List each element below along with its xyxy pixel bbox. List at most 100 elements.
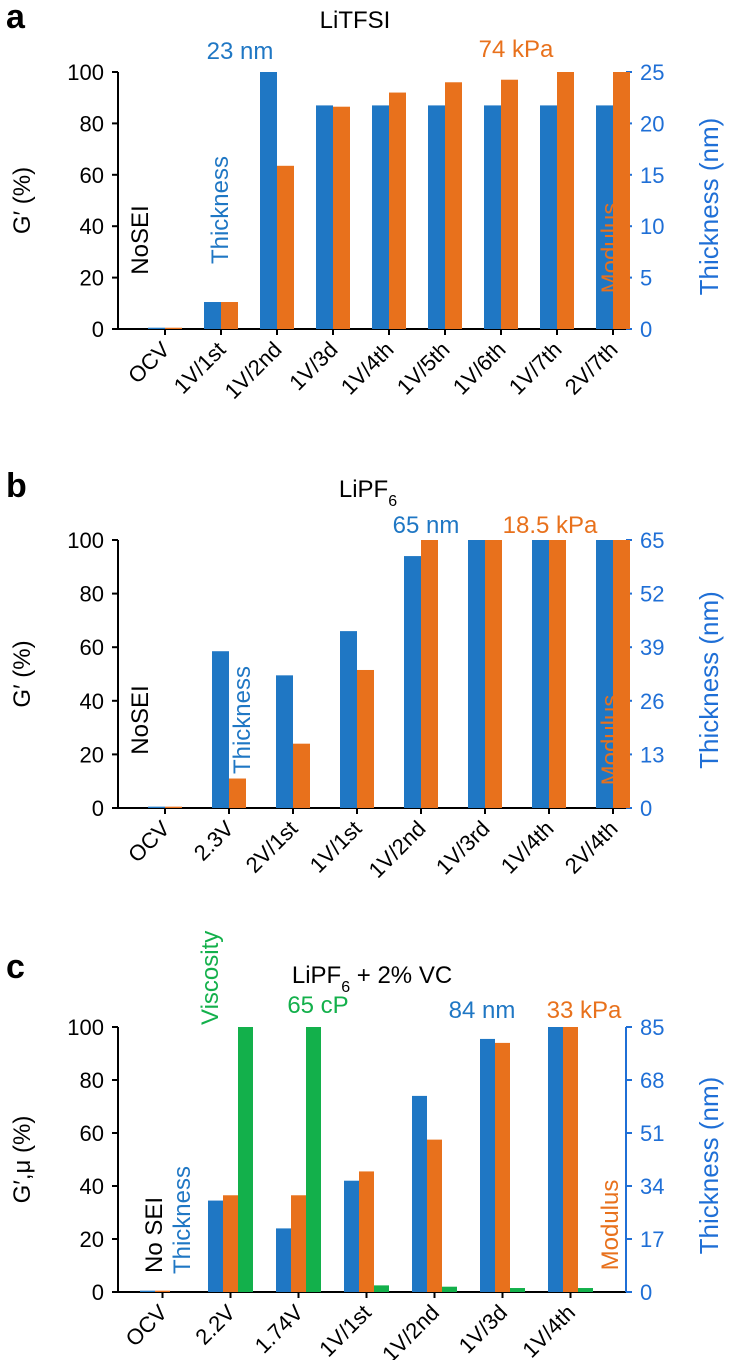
left-tick-label: 60 xyxy=(80,1121,104,1146)
bar-modulus-1v3d xyxy=(333,106,350,329)
annotation-modulus: Modulus xyxy=(597,1180,624,1271)
bar-modulus-ocv xyxy=(155,1290,170,1292)
right-axis-label: Thickness (nm) xyxy=(694,591,724,769)
annotation-nosei: NoSEI xyxy=(127,205,154,274)
x-tick-label: 2V/1st xyxy=(241,816,303,878)
x-tick-label: 1V/1st xyxy=(169,337,231,399)
x-tick-label: 1V/3d xyxy=(284,337,342,395)
left-tick-label: 100 xyxy=(67,60,104,85)
right-tick-label: 34 xyxy=(640,1174,664,1199)
left-tick-label: 60 xyxy=(80,163,104,188)
left-tick-label: 20 xyxy=(80,1227,104,1252)
annotation-65cp: 65 cP xyxy=(287,992,348,1019)
bar-thickness-1v3d xyxy=(480,1038,495,1292)
right-tick-label: 65 xyxy=(640,528,664,553)
annotation-nosei: NoSEI xyxy=(127,685,154,754)
bar-thickness-ocv xyxy=(140,1290,155,1292)
bar-modulus-1v1st xyxy=(357,669,374,808)
left-tick-label: 80 xyxy=(80,1068,104,1093)
right-tick-label: 17 xyxy=(640,1227,664,1252)
chart-title: LiPF6 xyxy=(339,476,397,510)
bar-viscosity-1v2nd xyxy=(442,1286,457,1292)
right-tick-label: 85 xyxy=(640,1015,664,1040)
annotation-modulus: Modulus xyxy=(597,203,624,294)
right-tick-label: 26 xyxy=(640,689,664,714)
bar-modulus-2v7th xyxy=(613,72,630,329)
right-tick-label: 0 xyxy=(640,317,652,342)
chart-title: LiTFSI xyxy=(320,7,391,34)
chart-panel-c: c LiPF6 + 2% VC 0 20 40 60 80 100 G′,μ (%) 0 17 34 5… xyxy=(6,931,724,1360)
bar-modulus-1v7th xyxy=(557,72,574,329)
annotation-84nm: 84 nm xyxy=(449,997,516,1024)
x-tick-label: 1V/6th xyxy=(448,337,511,400)
left-tick-label: 40 xyxy=(80,689,104,714)
bar-modulus-1v4th xyxy=(549,540,566,808)
bar-thickness-1v3d xyxy=(316,105,333,329)
annotation-nosei: No SEI xyxy=(141,1197,168,1273)
bar-modulus-1v2nd xyxy=(427,1139,442,1292)
chart-panel-a: a LiTFSI 0 20 40 60 80 100 G′ (%) 0 5 10 15 20 25 Thick… xyxy=(6,0,724,404)
bar-viscosity-1v3d xyxy=(510,1288,525,1292)
bar-viscosity-22v xyxy=(238,1027,253,1292)
left-tick-label: 40 xyxy=(80,214,104,239)
bar-thickness-1v4th xyxy=(532,540,549,808)
annotation-thickness: Thickness xyxy=(207,156,234,264)
x-tick-label: 1V/1st xyxy=(305,816,367,878)
right-tick-label: 0 xyxy=(640,796,652,821)
right-tick-label: 25 xyxy=(640,60,664,85)
annotation-65nm: 65 nm xyxy=(393,512,460,539)
right-tick-label: 10 xyxy=(640,214,664,239)
left-tick-label: 60 xyxy=(80,635,104,660)
annotation-thickness: Thickness xyxy=(169,1166,196,1274)
right-tick-label: 51 xyxy=(640,1121,664,1146)
x-tick-label: 1V/2nd xyxy=(377,1300,444,1360)
bar-modulus-23v xyxy=(229,778,246,808)
bar-thickness-2v7th xyxy=(596,105,613,329)
left-tick-label: 100 xyxy=(67,528,104,553)
bar-thickness-ocv xyxy=(148,806,165,808)
bar-modulus-ocv xyxy=(165,806,182,808)
left-tick-label: 0 xyxy=(92,317,104,342)
x-tick-label: 2V/7th xyxy=(560,337,623,400)
bar-modulus-1v2nd xyxy=(421,540,438,808)
left-tick-label: 100 xyxy=(67,1015,104,1040)
x-tick-label: 1V/5th xyxy=(392,337,455,400)
bar-thickness-174v xyxy=(276,1228,291,1292)
right-tick-label: 39 xyxy=(640,635,664,660)
x-tick-label: OCV xyxy=(123,337,175,389)
bar-viscosity-1v4th xyxy=(578,1288,593,1292)
annotation-23nm: 23 nm xyxy=(207,38,274,65)
bar-thickness-23v xyxy=(212,651,229,808)
bar-thickness-1v5th xyxy=(428,105,445,329)
x-tick-label: 1V/4th xyxy=(336,337,399,400)
bar-modulus-2v1st xyxy=(293,743,310,808)
bar-thickness-2v4th xyxy=(596,540,613,808)
right-tick-label: 13 xyxy=(640,742,664,767)
bar-modulus-1v1st xyxy=(359,1171,374,1292)
bar-modulus-1v4th xyxy=(563,1027,578,1292)
right-axis-label: Thickness (nm) xyxy=(694,118,724,296)
x-tick-label: 1V/7th xyxy=(504,337,567,400)
left-axis-label: G′ (%) xyxy=(9,640,36,707)
chart-panel-b: b LiPF6 0 20 40 60 80 100 G′ (%) 0 13 26 39 52 65 Thick… xyxy=(6,467,724,883)
left-tick-label: 80 xyxy=(80,111,104,136)
x-tick-label: 1V/4th xyxy=(517,1300,580,1360)
bar-modulus-1v1st xyxy=(221,302,238,329)
x-tick-label: 1V/2nd xyxy=(364,816,431,883)
bar-thickness-1v4th xyxy=(372,105,389,329)
right-tick-label: 52 xyxy=(640,582,664,607)
right-tick-label: 5 xyxy=(640,266,652,291)
bar-modulus-1v3d xyxy=(495,1042,510,1292)
right-tick-label: 0 xyxy=(640,1280,652,1305)
bar-viscosity-1v1st xyxy=(374,1285,389,1292)
left-axis-label: G′ (%) xyxy=(9,167,36,234)
right-tick-label: 20 xyxy=(640,111,664,136)
annotation-modulus: Modulus xyxy=(597,695,624,786)
x-tick-label: 1V/2nd xyxy=(220,337,287,404)
bar-thickness-1v2nd xyxy=(404,556,421,808)
bar-thickness-1v3rd xyxy=(468,540,485,808)
bar-thickness-ocv xyxy=(148,327,165,329)
bar-viscosity-174v xyxy=(306,1027,321,1292)
panel-letter: a xyxy=(6,0,26,36)
